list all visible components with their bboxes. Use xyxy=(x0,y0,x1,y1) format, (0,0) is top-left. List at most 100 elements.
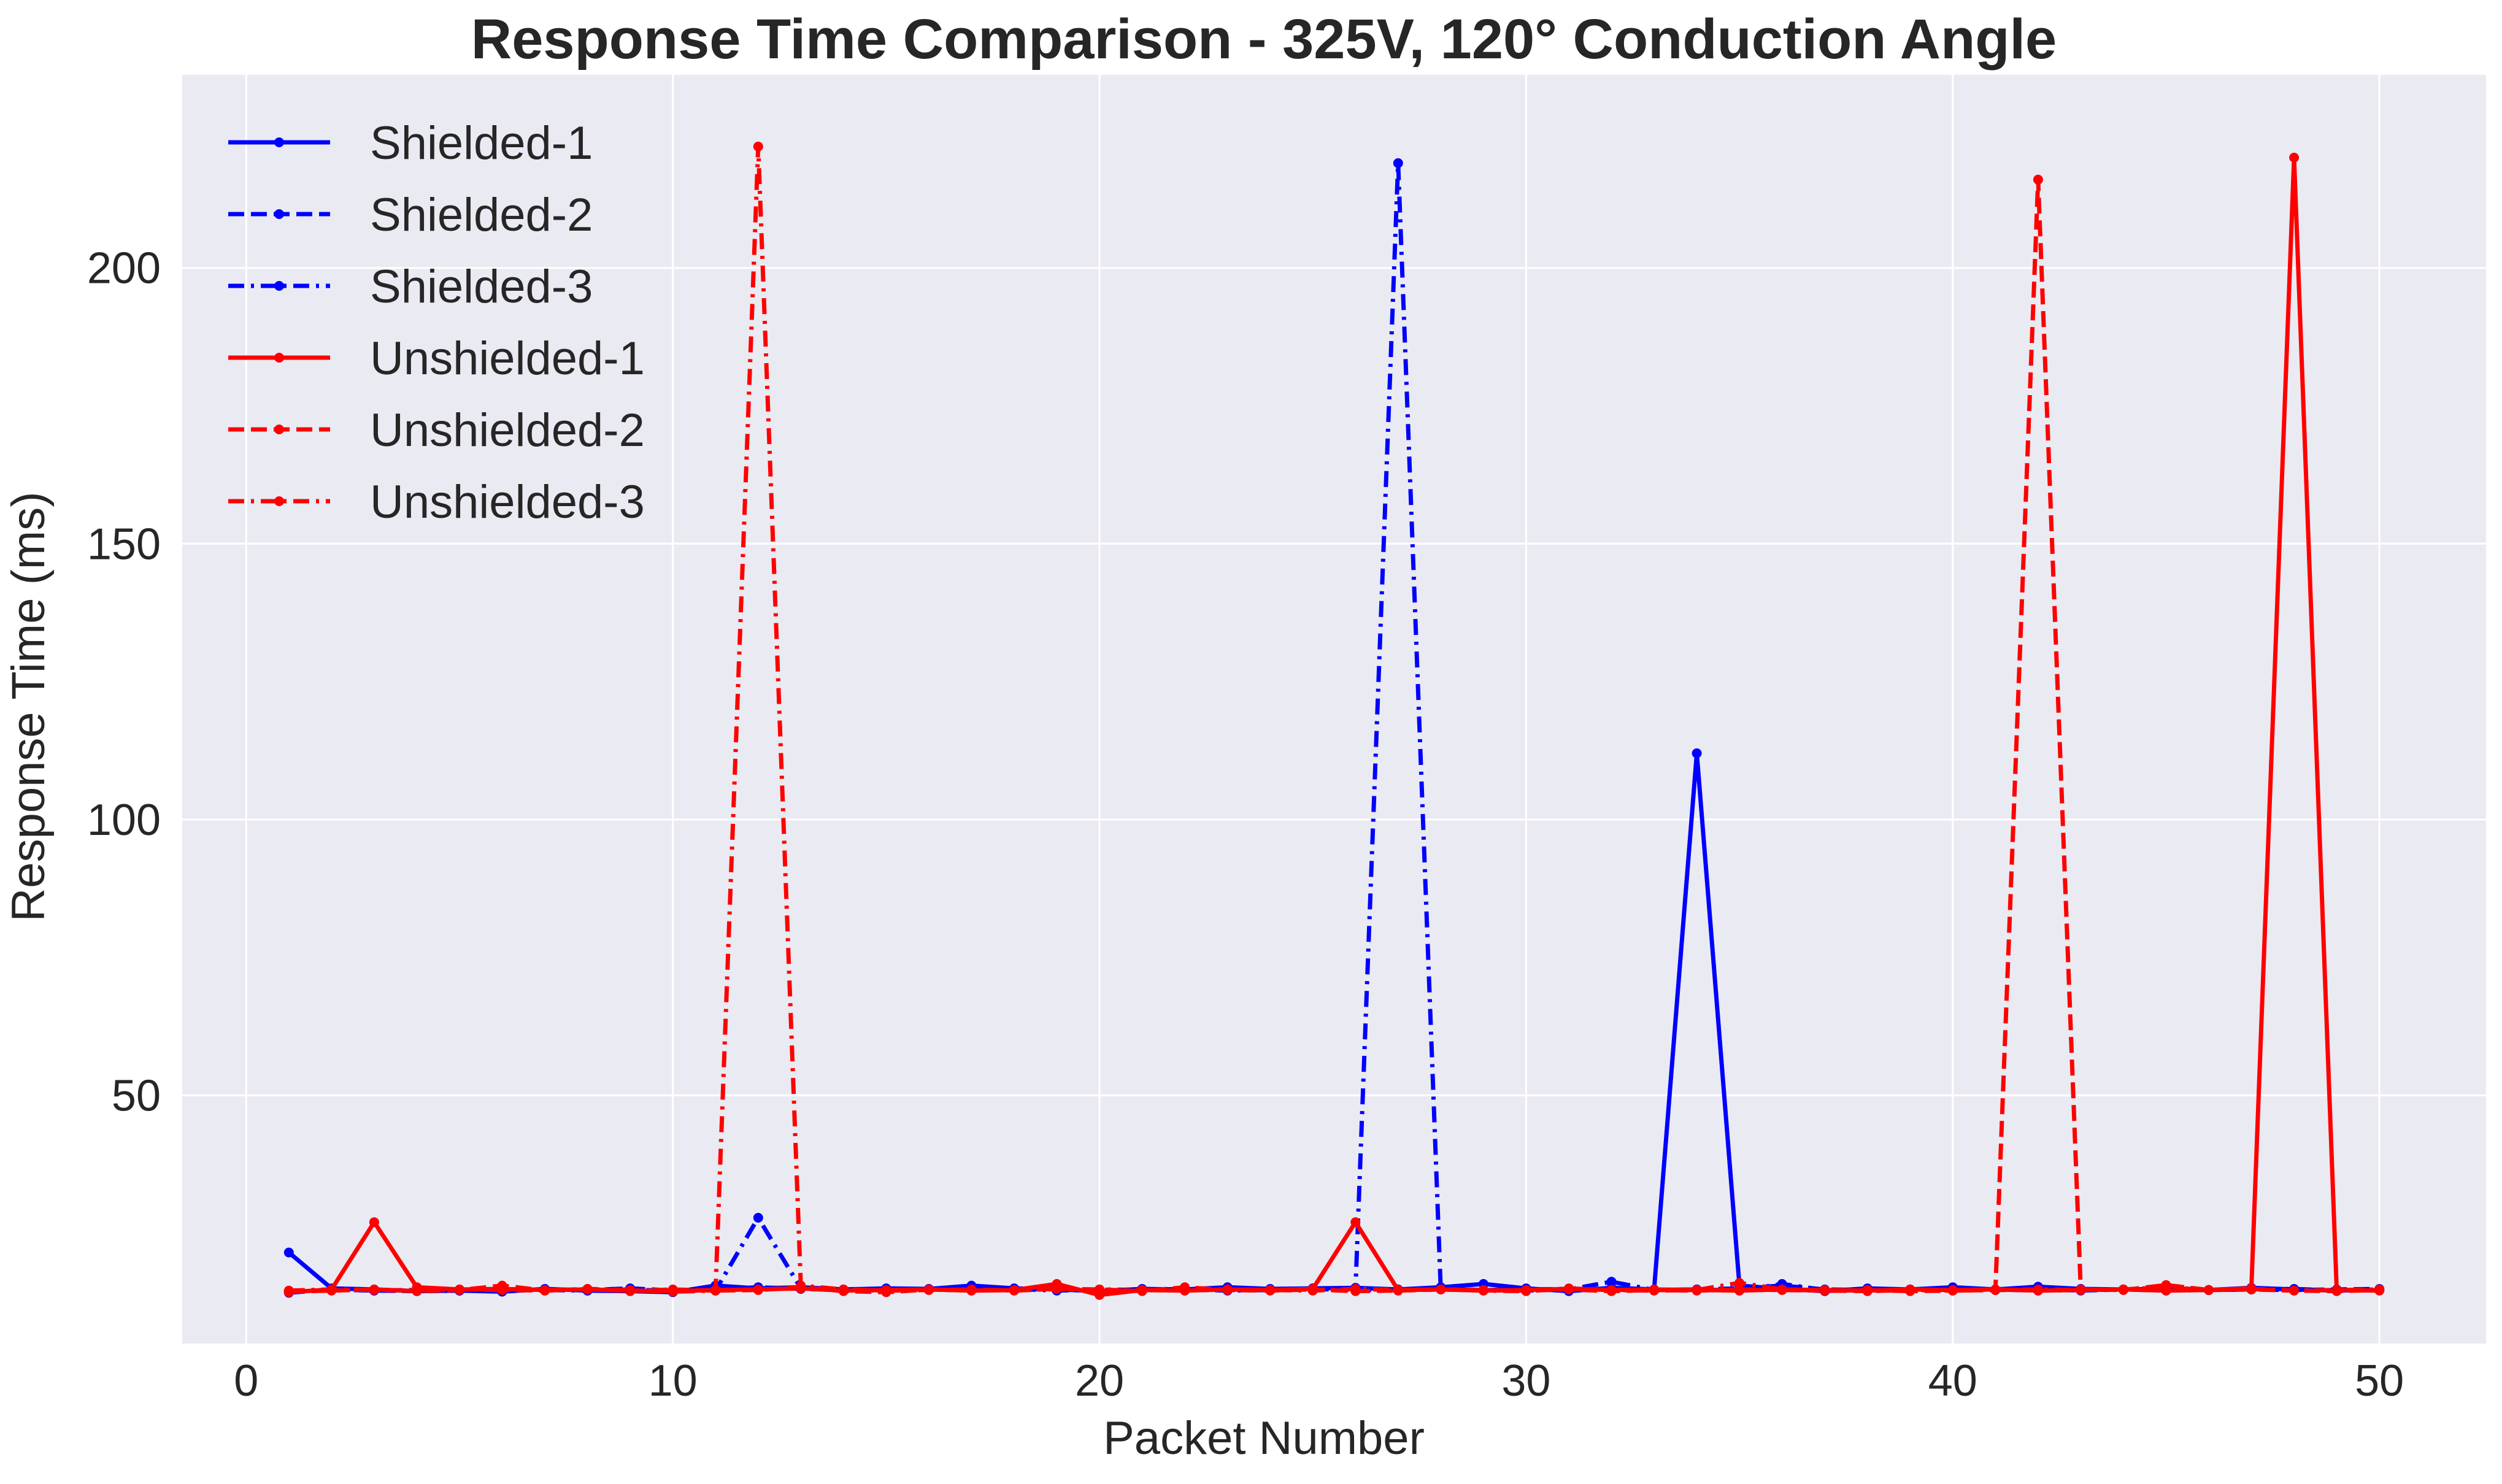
legend: Shielded-1 Shielded-2 Shielded-3 Unshielded… xyxy=(228,117,645,528)
data-point xyxy=(2118,1284,2128,1294)
data-point xyxy=(540,1285,550,1296)
data-point xyxy=(2204,1285,2214,1295)
data-point xyxy=(369,1217,379,1228)
data-point xyxy=(412,1285,422,1296)
y-axis-label: Response Time (ms) xyxy=(2,491,55,921)
data-point xyxy=(497,1285,507,1295)
legend-item: Unshielded-1 xyxy=(228,333,645,385)
legend-item: Unshielded-2 xyxy=(228,404,645,456)
data-point xyxy=(1521,1286,1531,1296)
data-point xyxy=(1095,1286,1104,1296)
data-point xyxy=(1137,1285,1147,1295)
chart-title: Response Time Comparison - 325V, 120° Co… xyxy=(471,8,2057,71)
data-point xyxy=(582,1284,593,1294)
data-point xyxy=(881,1285,891,1296)
data-point xyxy=(1606,1285,1617,1295)
series-line xyxy=(288,144,2380,1294)
plot-area xyxy=(182,75,2486,1344)
data-point xyxy=(1564,1283,1574,1294)
legend-marker xyxy=(274,137,284,147)
data-point xyxy=(1478,1285,1488,1296)
data-point xyxy=(1692,1285,1702,1295)
data-point xyxy=(753,1285,763,1295)
data-point xyxy=(1436,1284,1446,1294)
legend-marker xyxy=(274,281,284,291)
y-tick-label: 200 xyxy=(87,244,161,293)
data-point xyxy=(2374,1284,2385,1294)
data-point xyxy=(2076,1285,2086,1295)
data-point xyxy=(753,1213,763,1223)
data-point xyxy=(1222,1284,1233,1294)
data-point xyxy=(2033,174,2043,185)
data-point xyxy=(838,1284,849,1294)
series-unshielded-3 xyxy=(283,141,2385,1297)
series-group xyxy=(283,141,2385,1300)
legend-label: Unshielded-3 xyxy=(370,476,645,528)
legend-marker xyxy=(274,425,284,434)
data-point xyxy=(1009,1285,1019,1296)
y-tick-label: 100 xyxy=(87,796,161,845)
data-point xyxy=(1307,1285,1318,1296)
data-point xyxy=(2331,1285,2342,1295)
axis-ticks: 0 10 20 30 40 50 50 100 150 200 xyxy=(87,244,2404,1405)
x-tick-label: 0 xyxy=(234,1356,258,1405)
data-point xyxy=(2033,1284,2043,1294)
data-point xyxy=(1180,1285,1190,1296)
data-point xyxy=(2289,152,2300,163)
data-point xyxy=(369,1285,379,1295)
x-tick-label: 20 xyxy=(1075,1356,1124,1405)
legend-marker xyxy=(274,209,284,219)
data-point xyxy=(455,1284,464,1294)
data-point xyxy=(283,1247,294,1258)
data-point xyxy=(753,141,763,152)
data-point xyxy=(1990,1285,2001,1295)
legend-label: Shielded-1 xyxy=(370,117,593,169)
data-point xyxy=(1820,1285,1830,1296)
data-point xyxy=(1862,1285,1873,1295)
data-point xyxy=(1692,748,1702,758)
grid xyxy=(182,75,2486,1344)
legend-item: Unshielded-3 xyxy=(228,476,645,528)
legend-label: Shielded-3 xyxy=(370,261,593,313)
data-point xyxy=(923,1285,934,1295)
y-tick-label: 50 xyxy=(112,1071,161,1120)
data-point xyxy=(1393,1285,1403,1295)
data-point xyxy=(966,1284,977,1294)
legend-label: Unshielded-1 xyxy=(370,333,645,385)
data-point xyxy=(1052,1284,1062,1294)
data-point xyxy=(1734,1278,1745,1288)
data-point xyxy=(1905,1286,1915,1296)
legend-item: Shielded-2 xyxy=(228,189,593,241)
data-point xyxy=(625,1285,636,1295)
data-point xyxy=(1393,158,1403,168)
data-point xyxy=(710,1285,721,1296)
data-point xyxy=(2161,1282,2171,1293)
legend-label: Shielded-2 xyxy=(370,189,593,241)
legend-item: Shielded-3 xyxy=(228,261,593,313)
data-point xyxy=(2289,1285,2300,1296)
data-point xyxy=(326,1284,337,1294)
legend-label: Unshielded-2 xyxy=(370,404,645,456)
data-point xyxy=(1350,1284,1361,1294)
x-tick-label: 30 xyxy=(1501,1356,1550,1405)
x-tick-label: 50 xyxy=(2355,1356,2404,1405)
data-point xyxy=(2246,1284,2257,1294)
data-point xyxy=(1947,1285,1958,1296)
legend-marker xyxy=(274,353,284,363)
legend-marker xyxy=(274,496,284,506)
data-point xyxy=(668,1286,678,1297)
data-point xyxy=(1777,1284,1787,1294)
x-tick-label: 40 xyxy=(1928,1356,1977,1405)
x-tick-label: 10 xyxy=(649,1356,698,1405)
legend-item: Shielded-1 xyxy=(228,117,593,169)
data-point xyxy=(1265,1285,1276,1295)
y-tick-label: 150 xyxy=(87,520,161,569)
data-point xyxy=(1606,1277,1617,1287)
x-axis-label: Packet Number xyxy=(1103,1412,1425,1464)
data-point xyxy=(1350,1217,1361,1228)
data-point xyxy=(283,1285,294,1296)
data-point xyxy=(796,1280,806,1291)
data-point xyxy=(1649,1285,1659,1296)
